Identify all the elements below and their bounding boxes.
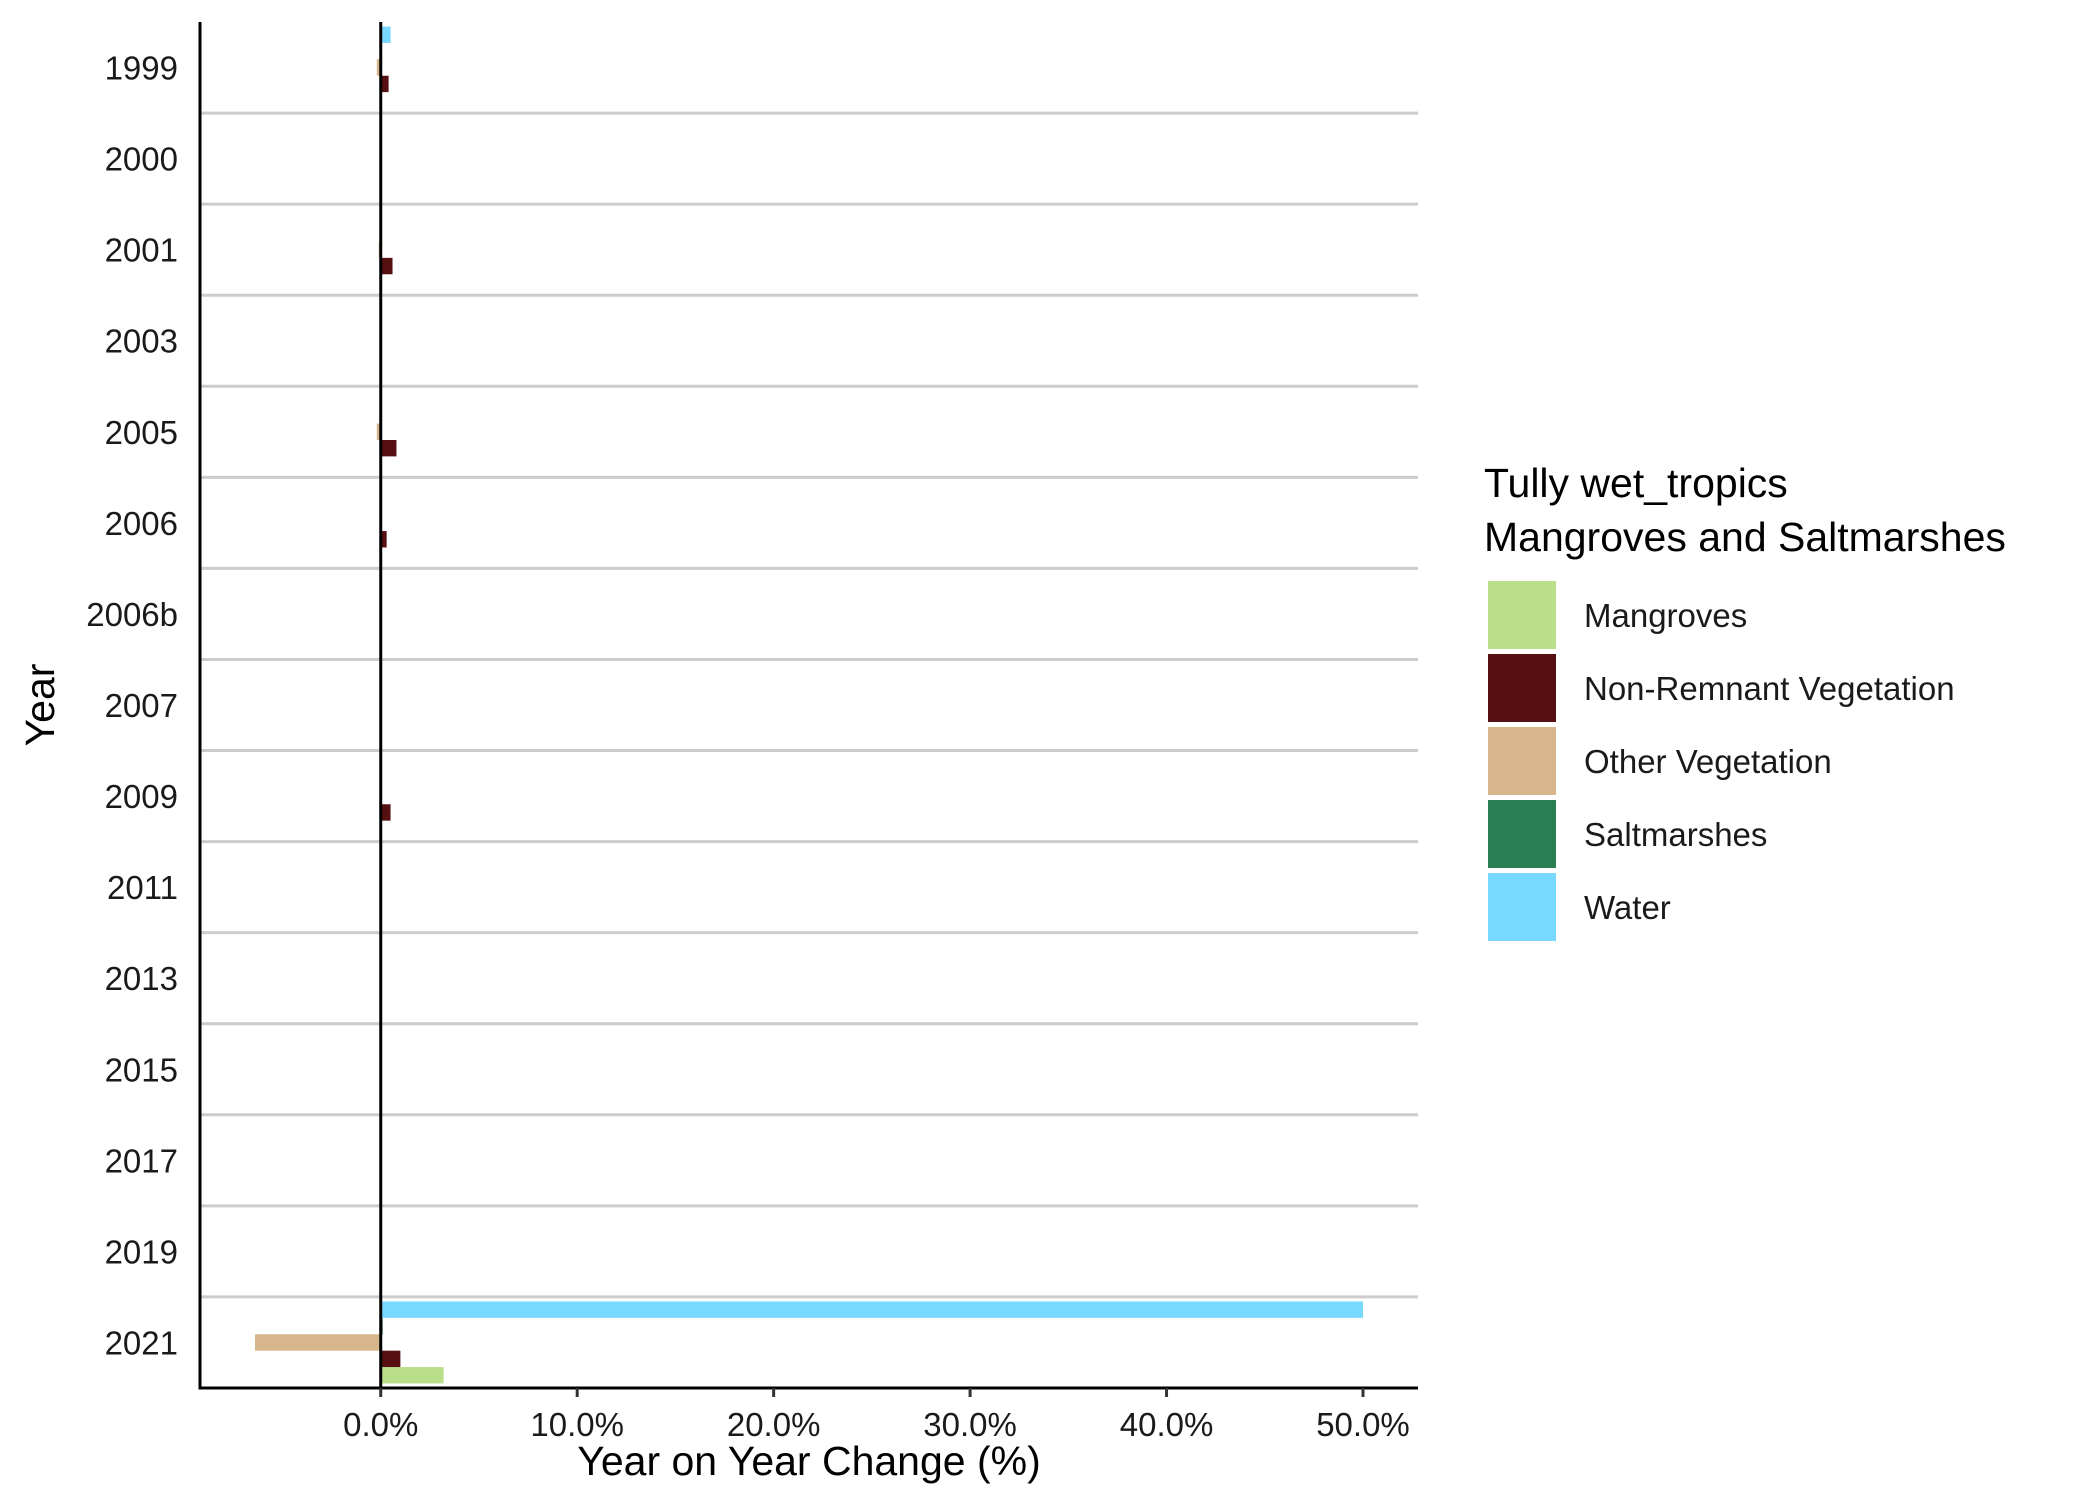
plot-area bbox=[198, 22, 1418, 1390]
y-tick-label: 2011 bbox=[107, 869, 178, 906]
bar-non-remnant-vegetation-2006 bbox=[380, 531, 387, 548]
y-tick-label: 2021 bbox=[105, 1324, 178, 1361]
grid-lines bbox=[200, 111, 1418, 1299]
bar-other-vegetation-1999 bbox=[376, 59, 381, 76]
bar-non-remnant-vegetation-2009 bbox=[380, 804, 391, 821]
y-tick-label: 2000 bbox=[105, 141, 178, 178]
bar-non-remnant-vegetation-2021 bbox=[380, 1350, 401, 1368]
x-tick-label: 30.0% bbox=[923, 1406, 1017, 1443]
bar-other-vegetation-2021 bbox=[255, 1334, 381, 1351]
legend-items: Mangroves Non-Remnant Vegetation Other Veg… bbox=[1486, 579, 1955, 943]
y-tick-label: 1999 bbox=[105, 50, 178, 87]
bar-water-1999 bbox=[380, 26, 391, 43]
legend-title-line-1: Tully wet_tropics bbox=[1484, 460, 1788, 506]
legend-swatch-mangroves bbox=[1486, 579, 1558, 651]
x-tick-label: 0.0% bbox=[343, 1406, 418, 1443]
legend-label: Saltmarshes bbox=[1584, 816, 1767, 853]
y-tick-label: 2013 bbox=[105, 960, 178, 997]
y-tick-label: 2009 bbox=[105, 778, 178, 815]
legend-swatch-other-vegetation bbox=[1486, 725, 1558, 797]
bar-other-vegetation-2005 bbox=[376, 423, 381, 440]
legend-label: Non-Remnant Vegetation bbox=[1584, 670, 1955, 707]
y-tick-label: 2015 bbox=[105, 1051, 178, 1088]
y-tick-label: 2007 bbox=[105, 687, 178, 724]
y-tick-label: 2019 bbox=[105, 1233, 178, 1270]
bar-non-remnant-vegetation-1999 bbox=[380, 75, 389, 93]
bars bbox=[255, 26, 1363, 1384]
legend-title-line-2: Mangroves and Saltmarshes bbox=[1484, 514, 2006, 560]
bar-non-remnant-vegetation-2001 bbox=[380, 257, 393, 275]
y-tick-label: 2005 bbox=[105, 414, 178, 451]
x-tick-label: 10.0% bbox=[530, 1406, 624, 1443]
legend: Tully wet_tropics Mangroves and Saltmars… bbox=[1484, 460, 2006, 943]
y-tick-label: 2006b bbox=[86, 596, 178, 633]
y-axis-ticks: 1999 2000 2001 2003 2005 2006 2006b 2007 2009 201… bbox=[86, 50, 178, 1362]
legend-swatch-saltmarshes bbox=[1486, 798, 1558, 870]
x-axis-ticks: 0.0% 10.0% 20.0% 30.0% 40.0% 50.0% bbox=[343, 1388, 1410, 1443]
legend-label: Other Vegetation bbox=[1584, 743, 1832, 780]
x-tick-label: 40.0% bbox=[1120, 1406, 1214, 1443]
x-tick-label: 50.0% bbox=[1316, 1406, 1410, 1443]
legend-swatch-non-remnant-vegetation bbox=[1486, 652, 1558, 724]
y-tick-label: 2001 bbox=[105, 232, 178, 269]
x-axis-title: Year on Year Change (%) bbox=[577, 1438, 1041, 1484]
legend-label: Water bbox=[1584, 889, 1671, 926]
y-tick-label: 2017 bbox=[105, 1142, 178, 1179]
y-axis-title: Year bbox=[17, 664, 63, 747]
legend-label: Mangroves bbox=[1584, 597, 1747, 634]
bar-mangroves-2021 bbox=[380, 1367, 444, 1384]
bar-non-remnant-vegetation-2005 bbox=[380, 439, 397, 457]
y-tick-label: 2006 bbox=[105, 505, 178, 542]
legend-swatch-water bbox=[1486, 871, 1558, 943]
y-tick-label: 2003 bbox=[105, 323, 178, 360]
bar-water-2021 bbox=[380, 1301, 1363, 1318]
x-tick-label: 20.0% bbox=[727, 1406, 821, 1443]
